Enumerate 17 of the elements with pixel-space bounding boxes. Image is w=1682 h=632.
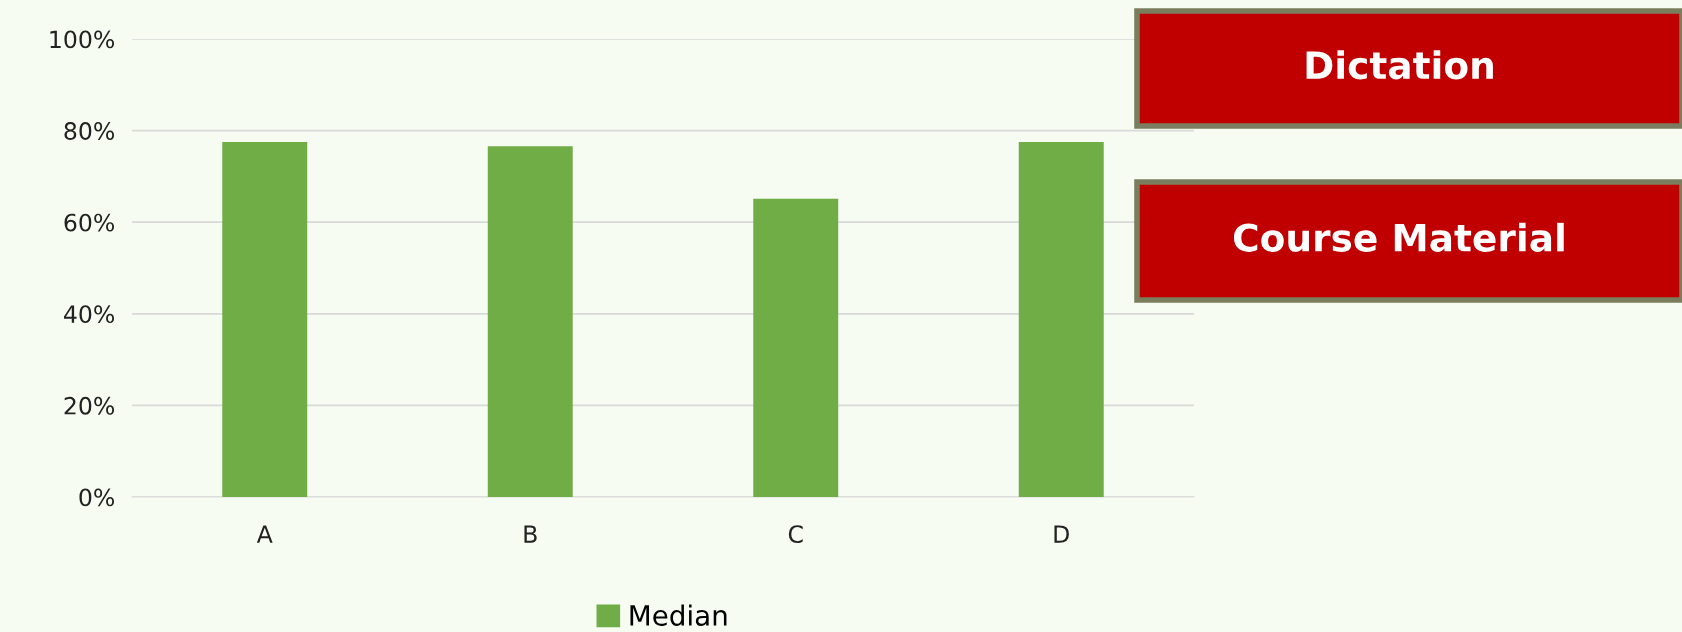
text: Dictation <box>1306 50 1493 80</box>
legend-label: Median <box>630 604 727 626</box>
bar <box>753 198 839 497</box>
bar <box>222 142 308 497</box>
x-tick-label: C <box>788 525 803 544</box>
x-tick-label: B <box>524 525 537 543</box>
y-tick-label: 60% <box>64 213 115 232</box>
text: Course Material <box>1233 222 1564 252</box>
y-tick-label: 80% <box>64 122 115 140</box>
y-tick-label: 100% <box>50 30 115 49</box>
x-tick-label: A <box>256 525 273 543</box>
x-tick-label: D <box>1054 525 1069 543</box>
bar <box>1018 142 1104 497</box>
y-tick-label: 20% <box>64 396 115 415</box>
bar <box>487 146 573 497</box>
y-tick-label: 0% <box>79 488 115 507</box>
y-tick-label: 40% <box>64 305 115 324</box>
